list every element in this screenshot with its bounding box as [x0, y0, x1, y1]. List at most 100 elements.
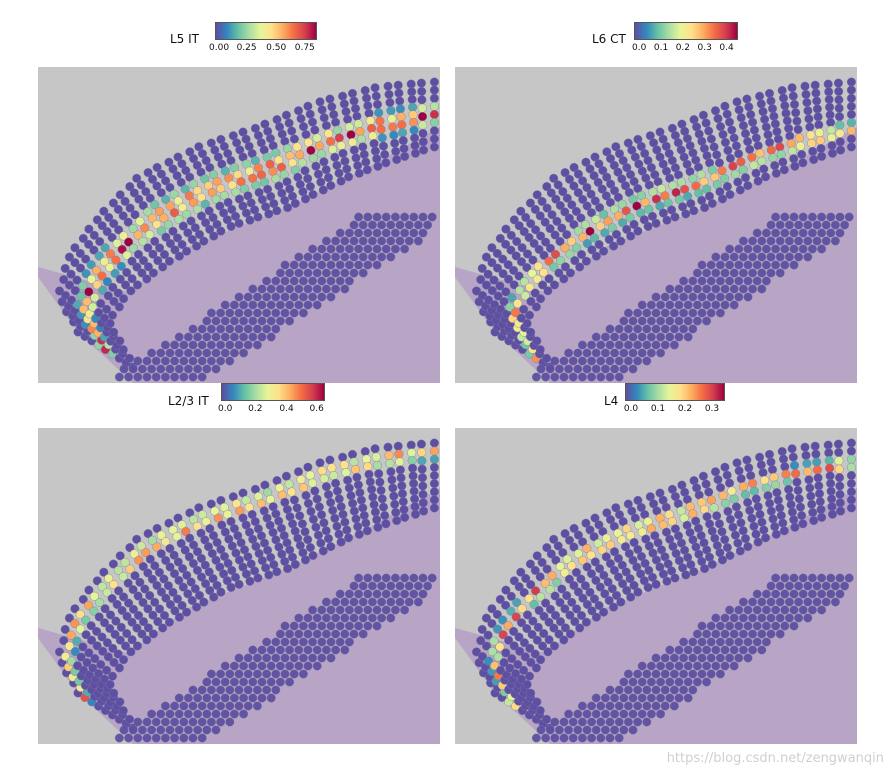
spot — [626, 231, 636, 241]
spot — [196, 211, 206, 221]
spot — [559, 356, 569, 366]
spot — [622, 224, 632, 234]
spot — [353, 161, 363, 171]
spot — [314, 502, 324, 512]
spot — [514, 271, 524, 281]
spot — [319, 157, 329, 167]
spot — [572, 243, 582, 253]
spot — [660, 292, 670, 302]
spot — [628, 332, 638, 342]
spot — [298, 669, 308, 679]
spot — [266, 332, 276, 342]
spot — [613, 572, 623, 582]
spot — [324, 490, 334, 500]
spot — [303, 174, 313, 184]
spot — [576, 249, 586, 259]
spot — [381, 605, 391, 615]
spot — [117, 605, 127, 615]
spot — [577, 701, 587, 711]
spot — [156, 725, 166, 735]
spot — [656, 693, 666, 703]
spot — [174, 364, 184, 374]
spot — [642, 356, 652, 366]
spot — [308, 637, 318, 647]
spot — [72, 636, 82, 646]
spot — [814, 481, 824, 491]
spot — [741, 534, 751, 544]
spot — [196, 572, 206, 582]
spot — [796, 141, 806, 151]
spot — [177, 239, 187, 249]
spot — [141, 187, 151, 197]
spot — [194, 503, 204, 513]
spot — [605, 701, 615, 711]
spot — [656, 661, 666, 671]
spot — [487, 619, 497, 629]
spot — [805, 122, 815, 132]
spot — [729, 629, 739, 639]
spot — [303, 498, 313, 508]
spot — [775, 142, 785, 152]
spot — [363, 260, 373, 270]
spot — [660, 685, 670, 695]
spot — [775, 613, 785, 623]
spot — [728, 161, 738, 171]
spot — [606, 179, 616, 189]
spot — [665, 645, 675, 655]
spot — [525, 643, 535, 653]
spot — [262, 324, 272, 334]
spot — [390, 212, 400, 222]
spot — [753, 176, 763, 186]
spot — [752, 228, 762, 238]
spot — [354, 168, 364, 178]
spot — [614, 510, 624, 520]
spot — [594, 159, 604, 169]
spot — [587, 717, 597, 727]
spot — [188, 197, 198, 207]
spot — [794, 252, 804, 262]
spot — [395, 104, 405, 114]
spot — [803, 597, 813, 607]
spot — [386, 467, 396, 477]
spot — [554, 725, 564, 735]
spot — [683, 645, 693, 655]
spot — [623, 701, 633, 711]
spot — [142, 635, 152, 645]
spot — [830, 581, 840, 591]
spot — [216, 544, 226, 554]
spot — [308, 621, 318, 631]
spot — [794, 220, 804, 230]
spot — [761, 260, 771, 270]
spot — [573, 188, 583, 198]
spot — [633, 701, 643, 711]
spot — [354, 589, 364, 599]
spot — [713, 475, 723, 485]
spot — [156, 587, 166, 597]
spot — [92, 265, 102, 275]
spot — [674, 693, 684, 703]
spot — [289, 637, 299, 647]
spot — [569, 162, 579, 172]
spot — [748, 284, 758, 294]
spot — [160, 372, 170, 382]
spot — [568, 733, 578, 743]
spot — [789, 260, 799, 270]
spot — [600, 709, 610, 719]
spot — [172, 594, 182, 604]
spot — [535, 706, 545, 716]
spot — [511, 612, 521, 622]
spot — [248, 645, 258, 655]
spot — [380, 510, 390, 520]
spot — [571, 206, 581, 216]
spot — [834, 103, 844, 113]
spot — [317, 653, 327, 663]
spot — [746, 471, 756, 481]
spot — [151, 372, 161, 382]
spot — [834, 447, 844, 457]
spot — [734, 260, 744, 270]
spot — [234, 701, 244, 711]
spot — [836, 145, 846, 155]
spot — [90, 293, 100, 303]
spot — [257, 284, 267, 294]
spot — [514, 632, 524, 642]
